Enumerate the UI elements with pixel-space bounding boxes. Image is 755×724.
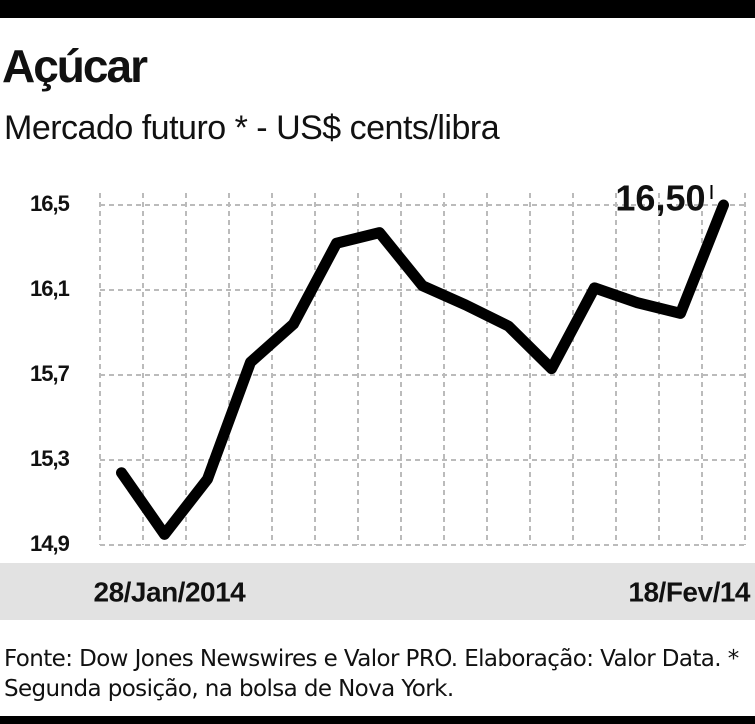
y-tick-label: 15,7 [30, 361, 70, 386]
y-tick-label: 16,1 [30, 276, 70, 301]
x-tick-label: 18/Fev/14 [628, 576, 751, 607]
data-line [116, 199, 729, 540]
y-tick-label: 15,3 [30, 446, 70, 471]
chart-title: Açúcar [2, 40, 148, 92]
chart-subtitle: Mercado futuro * - US$ cents/libra [4, 109, 500, 147]
source-note: Fonte: Dow Jones Newswires e Valor PRO. … [4, 646, 739, 702]
bottom-bar [0, 716, 755, 724]
value-label: 16,50 [615, 178, 705, 219]
top-bar [0, 0, 755, 18]
x-tick-label: 28/Jan/2014 [94, 576, 247, 607]
y-tick-label: 14,9 [30, 531, 70, 556]
y-tick-label: 16,5 [30, 191, 70, 216]
x-axis-band [0, 563, 755, 620]
